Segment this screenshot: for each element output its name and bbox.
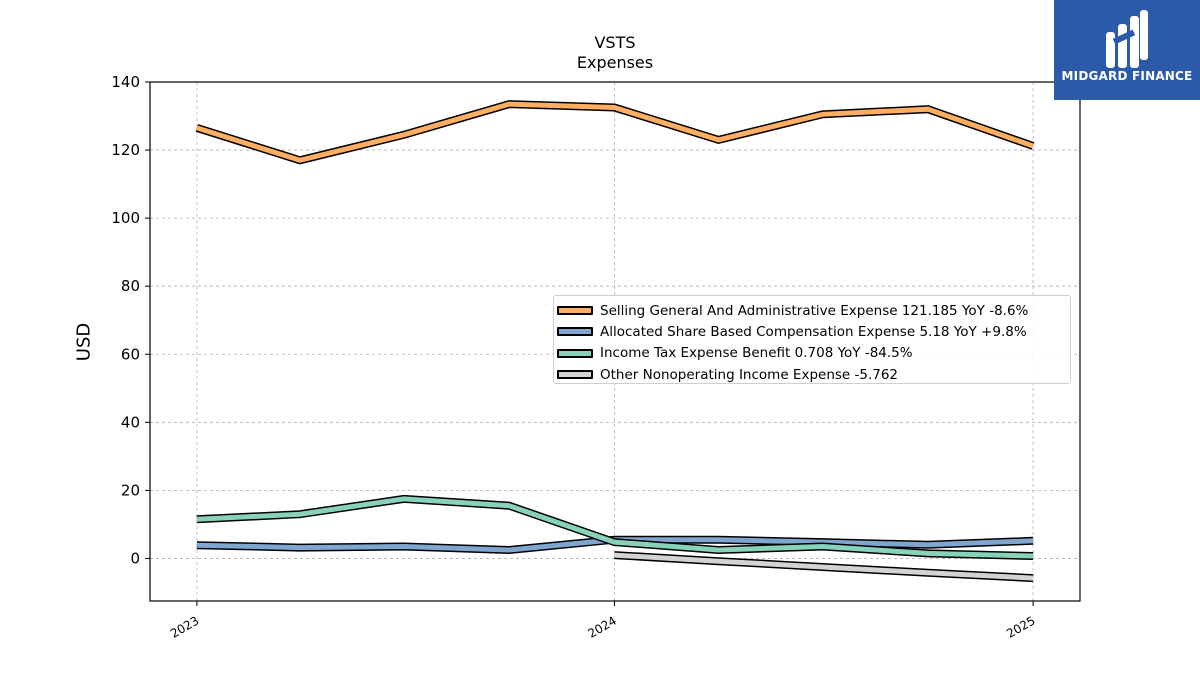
series-line [614,552,1034,581]
legend-swatch [557,348,593,358]
legend-item: Allocated Share Based Compensation Expen… [556,321,1070,342]
legend-item: Other Nonoperating Income Expense -5.762 [556,364,1070,385]
series-line [196,101,1034,163]
plot-frame [149,81,1081,602]
y-tick-label: 140 [111,73,140,91]
legend-label: Other Nonoperating Income Expense -5.762 [600,366,899,383]
legend-label: Income Tax Expense Benefit 0.708 YoY -84… [600,345,913,362]
y-tick-label: 0 [130,549,140,567]
brand-logo: MIDGARD FINANCE [1054,0,1200,100]
x-tick-label: 2024 [585,613,618,640]
y-tick-label: 60 [121,345,140,363]
y-tick-label: 100 [111,209,140,227]
y-tick-label: 80 [121,277,140,295]
series-line [196,496,1034,559]
logo-text: MIDGARD FINANCE [1061,69,1193,83]
y-tick-label: 120 [111,141,140,159]
legend-item: Selling General And Administrative Expen… [556,300,1070,321]
logo-mark-icon [1106,10,1148,68]
legend-label: Selling General And Administrative Expen… [600,302,1029,319]
x-tick-label: 2025 [1004,613,1037,640]
y-tick-label: 20 [121,481,140,499]
legend-item: Income Tax Expense Benefit 0.708 YoY -84… [556,343,1070,364]
legend: Selling General And Administrative Expen… [553,295,1071,384]
y-tick-label: 40 [121,413,140,431]
legend-label: Allocated Share Based Compensation Expen… [600,323,1027,340]
x-tick-label: 2023 [168,613,201,640]
legend-swatch [557,327,593,337]
legend-swatch [557,370,593,380]
chart-title: VSTS [594,33,636,52]
legend-swatch [557,306,593,316]
y-axis-label: USD [73,322,95,362]
chart-subtitle: Expenses [576,53,654,72]
